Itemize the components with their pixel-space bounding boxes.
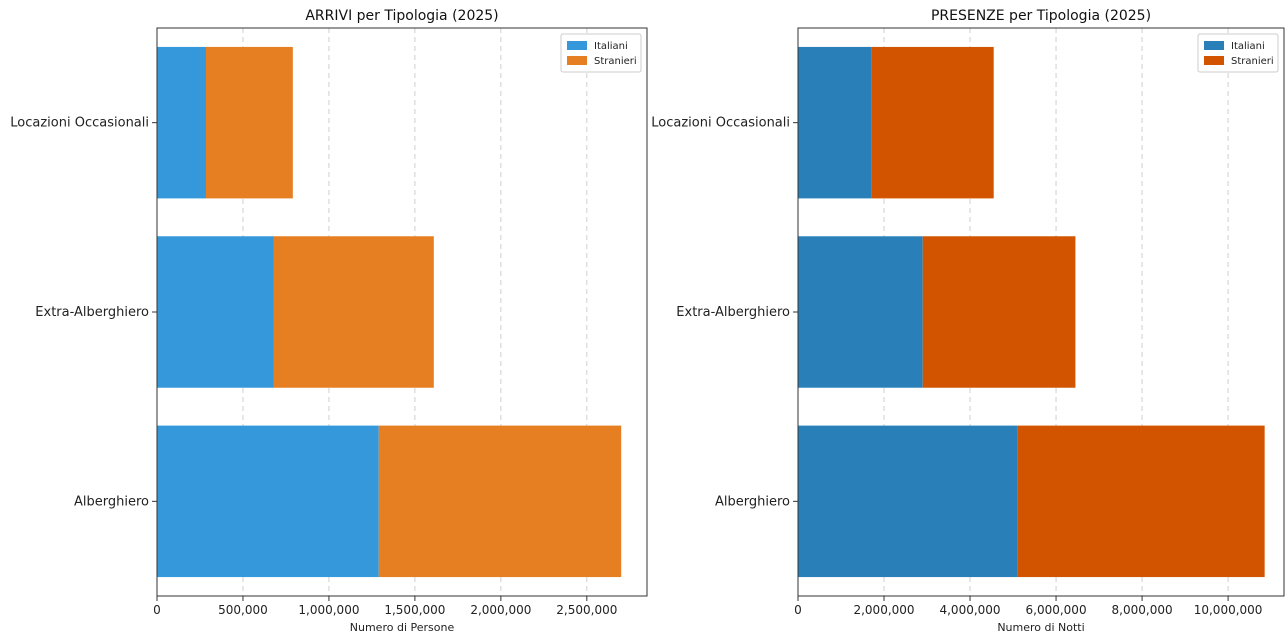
bar-italiani-locazioni-occasionali xyxy=(798,46,872,199)
y-category-label: Extra-Alberghiero xyxy=(35,305,149,320)
legend-swatch-italiani xyxy=(1204,41,1224,50)
chart-title: PRESENZE per Tipologia (2025) xyxy=(931,8,1151,24)
bar-italiani-extra-alberghiero xyxy=(798,236,923,388)
bar-stranieri-extra-alberghiero xyxy=(273,236,434,388)
bar-italiani-extra-alberghiero xyxy=(157,236,274,388)
x-tick-label: 8,000,000 xyxy=(1112,603,1173,617)
y-category-label: Alberghiero xyxy=(74,494,149,509)
y-category-label: Locazioni Occasionali xyxy=(651,116,790,131)
bar-stranieri-alberghiero xyxy=(378,425,622,578)
legend-label-italiani: Italiani xyxy=(1231,41,1265,52)
x-tick-label: 1,000,000 xyxy=(298,603,359,617)
legend-label-italiani: Italiani xyxy=(594,41,628,52)
x-tick-label: 6,000,000 xyxy=(1026,603,1087,617)
x-axis-label: Numero di Notti xyxy=(997,621,1084,634)
legend-swatch-stranieri xyxy=(567,56,587,65)
x-tick-label: 0 xyxy=(794,603,802,617)
bar-stranieri-locazioni-occasionali xyxy=(206,46,293,199)
bar-stranieri-locazioni-occasionali xyxy=(871,46,994,199)
x-tick-label: 500,000 xyxy=(218,603,268,617)
x-axis-label: Numero di Persone xyxy=(350,621,455,634)
bar-stranieri-alberghiero xyxy=(1017,425,1265,578)
bar-italiani-alberghiero xyxy=(798,425,1018,578)
y-category-label: Alberghiero xyxy=(715,494,790,509)
legend-label-stranieri: Stranieri xyxy=(594,56,637,67)
legend-swatch-italiani xyxy=(567,41,587,50)
legend-label-stranieri: Stranieri xyxy=(1231,56,1274,67)
x-tick-label: 1,500,000 xyxy=(384,603,445,617)
x-tick-label: 2,000,000 xyxy=(470,603,531,617)
y-category-label: Extra-Alberghiero xyxy=(676,305,790,320)
chart-title: ARRIVI per Tipologia (2025) xyxy=(305,8,498,24)
y-category-label: Locazioni Occasionali xyxy=(10,116,149,131)
x-tick-label: 10,000,000 xyxy=(1194,603,1263,617)
x-tick-label: 2,500,000 xyxy=(556,603,617,617)
bar-italiani-locazioni-occasionali xyxy=(157,46,206,199)
x-tick-label: 0 xyxy=(153,603,161,617)
bar-italiani-alberghiero xyxy=(157,425,379,578)
bar-stranieri-extra-alberghiero xyxy=(922,236,1076,388)
x-tick-label: 4,000,000 xyxy=(939,603,1000,617)
x-tick-label: 2,000,000 xyxy=(853,603,914,617)
legend-swatch-stranieri xyxy=(1204,56,1224,65)
